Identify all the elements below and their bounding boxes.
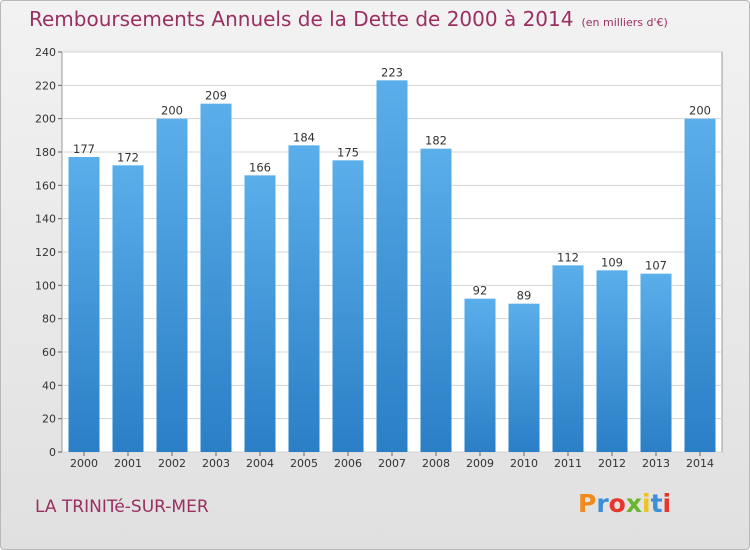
- logo-letter: o: [608, 489, 626, 518]
- value-label-2007: 223: [381, 65, 403, 79]
- bar-2007: [376, 80, 408, 452]
- bar-2014: [684, 118, 716, 453]
- y-tick-label: 20: [42, 413, 56, 426]
- x-tick-label-2012: 2012: [598, 457, 626, 470]
- value-label-2001: 172: [117, 150, 139, 164]
- bar-2004: [244, 175, 276, 453]
- bar-2009: [464, 298, 496, 452]
- value-label-2011: 112: [557, 250, 579, 264]
- bar-2003: [200, 103, 232, 453]
- bar-2001: [112, 165, 144, 453]
- logo-letter: i: [642, 489, 651, 518]
- city-name: LA TRINITé-SUR-MER: [35, 497, 209, 517]
- logo-letter: i: [662, 489, 672, 518]
- value-label-2014: 200: [689, 104, 711, 118]
- x-tick-label-2006: 2006: [334, 457, 362, 470]
- x-tick-label-2008: 2008: [422, 457, 450, 470]
- value-label-2003: 209: [205, 89, 227, 103]
- value-label-2008: 182: [425, 134, 447, 148]
- bar-2012: [596, 270, 628, 452]
- x-tick-label-2005: 2005: [290, 457, 318, 470]
- y-tick-label: 200: [35, 113, 56, 126]
- x-tick-label-2007: 2007: [378, 457, 406, 470]
- logo-letter: t: [650, 489, 663, 518]
- value-label-2013: 107: [645, 259, 667, 273]
- y-tick-label: 160: [35, 179, 56, 192]
- x-tick-label-2004: 2004: [246, 457, 274, 470]
- bar-2008: [420, 148, 452, 452]
- x-tick-label-2013: 2013: [642, 457, 670, 470]
- x-tick-label-2010: 2010: [510, 457, 538, 470]
- y-tick-label: 220: [35, 79, 56, 92]
- y-tick-label: 100: [35, 279, 56, 292]
- y-tick-label: 120: [35, 246, 56, 259]
- y-tick-label: 60: [42, 346, 56, 359]
- bars: 177 172 200 209 166 184 175 223 182 92 89 112 109 107…: [68, 65, 716, 453]
- value-label-2002: 200: [161, 104, 183, 118]
- x-tick-label-2014: 2014: [686, 457, 714, 470]
- value-label-2005: 184: [293, 130, 315, 144]
- x-tick-label-2002: 2002: [158, 457, 186, 470]
- x-tick-label-2001: 2001: [114, 457, 142, 470]
- x-tick-label-2003: 2003: [202, 457, 230, 470]
- value-label-2010: 89: [517, 289, 532, 303]
- logo-letter: x: [625, 489, 642, 518]
- chart-unit: (en milliers d'€): [581, 16, 668, 29]
- x-axis: 2000 2001 2002 2003 2004 2005 2006 2007 2008 2009…: [70, 452, 714, 470]
- y-tick-label: 0: [49, 446, 56, 459]
- chart-title: Remboursements Annuels de la Dette de 20…: [29, 7, 668, 31]
- value-label-2006: 175: [337, 145, 359, 159]
- bar-2006: [332, 160, 364, 453]
- value-label-2009: 92: [473, 284, 488, 298]
- x-tick-label-2000: 2000: [70, 457, 98, 470]
- chart-title-text: Remboursements Annuels de la Dette de 20…: [29, 7, 574, 31]
- bar-2013: [640, 273, 672, 452]
- y-tick-label: 80: [42, 313, 56, 326]
- y-tick-label: 40: [42, 379, 56, 392]
- bar-2010: [508, 303, 540, 452]
- bar-2011: [552, 265, 584, 452]
- logo-letter: P: [578, 489, 597, 518]
- logo-letter: r: [596, 489, 609, 518]
- y-tick-label: 240: [35, 46, 56, 59]
- value-label-2012: 109: [601, 255, 623, 269]
- value-label-2000: 177: [73, 142, 95, 156]
- x-tick-label-2011: 2011: [554, 457, 582, 470]
- y-tick-label: 180: [35, 146, 56, 159]
- x-tick-label-2009: 2009: [466, 457, 494, 470]
- bar-2002: [156, 118, 188, 453]
- bar-2005: [288, 145, 320, 453]
- y-axis: 0 20 40 60 80 100 120 140 160 180 200 220 240: [35, 46, 62, 459]
- proxiti-logo: Proxiti: [578, 489, 671, 518]
- value-label-2004: 166: [249, 160, 271, 174]
- bar-2000: [68, 157, 100, 452]
- y-tick-label: 140: [35, 213, 56, 226]
